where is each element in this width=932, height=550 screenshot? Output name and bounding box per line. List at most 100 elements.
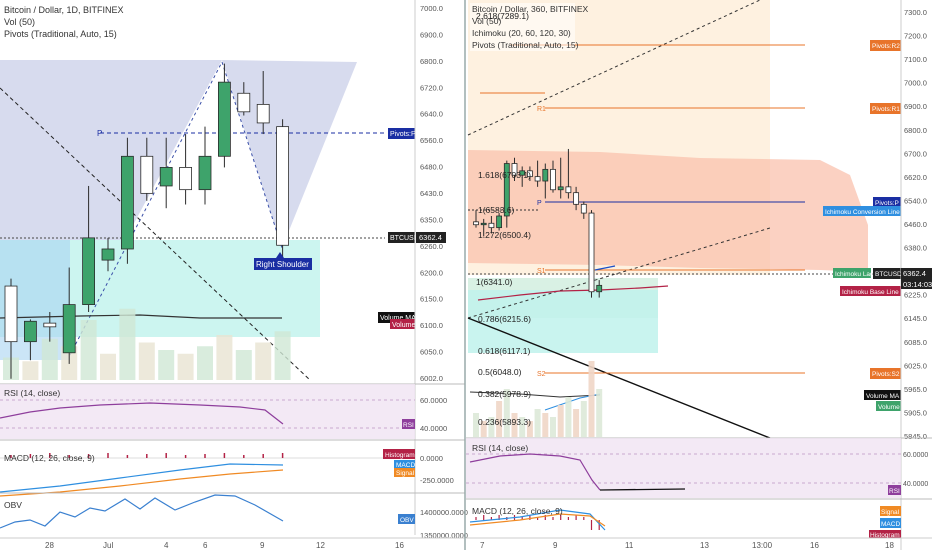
fib-1272: 1.272(6500.4) bbox=[478, 230, 531, 240]
left-price-tick: 6430.0 bbox=[420, 189, 443, 198]
right-time-11: 11 bbox=[625, 541, 634, 550]
candle-up bbox=[557, 186, 564, 191]
left-volume-ma-text: Volume MA bbox=[380, 315, 416, 322]
right-price-axis[interactable]: 7300.0 7200.0 7100.0 7000.0 6900.0 6800.0 6700… bbox=[900, 0, 932, 550]
left-price-tick: 6050.0 bbox=[420, 348, 443, 357]
left-macd-tick-0: 0.0000 bbox=[420, 454, 443, 463]
fib-1-upper: 1(6583.6) bbox=[478, 205, 515, 215]
left-volume-tag bbox=[390, 319, 415, 329]
left-signal-tag-text: Signal bbox=[396, 470, 415, 477]
candle-down bbox=[473, 221, 479, 226]
left-time-16: 16 bbox=[395, 541, 404, 550]
pivot-p-tag-text: Pivots:P bbox=[875, 200, 899, 207]
left-macd-pane[interactable]: MACD (12, 26, close, 9) 0.0000 -250.0000… bbox=[0, 439, 465, 497]
fib-2618: 2.618(7289.1) bbox=[476, 11, 529, 21]
fib-1-lower: 1(6341.0) bbox=[476, 277, 513, 287]
volume-bar bbox=[565, 397, 572, 437]
left-head-edge bbox=[221, 61, 283, 249]
candle-down bbox=[588, 212, 595, 293]
left-time-12: 12 bbox=[316, 541, 325, 550]
right-price-tick: 6540.0 bbox=[904, 196, 927, 205]
right-btc-tag bbox=[873, 268, 901, 279]
volume-bar bbox=[519, 417, 526, 437]
left-signal-tag bbox=[394, 468, 415, 477]
left-time-9: 9 bbox=[260, 541, 265, 550]
left-btc-value: 6362.4 bbox=[419, 233, 442, 242]
right-ichimoku-cloud bbox=[468, 150, 868, 272]
volume-bar bbox=[557, 405, 564, 437]
pivot-s2-tag-text: Pivots:S2 bbox=[872, 371, 900, 378]
left-rsi-tag bbox=[402, 419, 415, 429]
volume-bar bbox=[573, 409, 580, 437]
volume-bar bbox=[511, 413, 518, 437]
left-price-axis[interactable]: 7000.0 6900.0 6800.0 6720.0 6640.0 6560.0 6480… bbox=[414, 0, 465, 535]
left-volume-text: Volume bbox=[392, 322, 415, 329]
left-rsi-title: RSI (14, close) bbox=[4, 388, 60, 398]
right-signal-tag bbox=[880, 506, 901, 516]
left-volume-ma-line bbox=[0, 314, 282, 319]
volume-bar bbox=[473, 413, 479, 437]
left-obv-title: OBV bbox=[4, 500, 22, 510]
right-rsi-pane[interactable]: RSI (14, close) 60.0000 40.0000 RSI bbox=[466, 437, 932, 498]
right-rsi-tick-60: 60.0000 bbox=[903, 452, 928, 459]
left-histogram-tag bbox=[383, 449, 415, 459]
candle-up bbox=[23, 320, 37, 343]
left-shoulder-triangle bbox=[0, 60, 222, 240]
left-pivot-p-tag-text: Pivots:P bbox=[390, 131, 416, 138]
right-volume-tag bbox=[876, 401, 901, 411]
candle-up bbox=[480, 222, 487, 226]
candle-down bbox=[580, 203, 587, 214]
right-price-pane[interactable]: Bitcoin / Dollar, 360, BITFINEX Vol (50)… bbox=[467, 0, 902, 439]
left-btc-tag-text: BTCUSD bbox=[390, 235, 419, 242]
left-chart[interactable]: Bitcoin / Dollar, 1D, BITFINEX Vol (50) … bbox=[0, 0, 468, 550]
candle-up bbox=[62, 304, 76, 354]
left-rsi-pane[interactable]: RSI (14, close) 60.0000 40.0000 RSI bbox=[0, 383, 465, 439]
right-time-axis[interactable]: 7 9 11 13 13:00 16 18 bbox=[466, 537, 932, 550]
right-price-tick: 6620.0 bbox=[904, 173, 927, 182]
volume-bar bbox=[138, 342, 155, 380]
left-obv-tag-text: OBV bbox=[400, 517, 414, 524]
volume-bar bbox=[550, 417, 556, 437]
pivot-p-tag bbox=[873, 197, 901, 208]
candle-up bbox=[496, 215, 503, 229]
candle-up bbox=[217, 81, 231, 157]
right-time-13: 13 bbox=[700, 541, 709, 550]
left-price-tick: 6800.0 bbox=[420, 57, 443, 66]
right-volume-ma-text: Volume MA bbox=[866, 393, 900, 400]
left-time-28: 28 bbox=[45, 541, 54, 550]
left-price-tick: 6100.0 bbox=[420, 321, 443, 330]
candle-down bbox=[573, 192, 579, 205]
left-neckline bbox=[69, 61, 223, 356]
volume-bar bbox=[197, 346, 213, 380]
volume-bar bbox=[80, 320, 97, 380]
pivot-p-letter: P bbox=[537, 200, 542, 207]
pivot-s2-tag bbox=[870, 368, 901, 379]
right-countdown-tag bbox=[901, 279, 932, 289]
candle-down bbox=[511, 163, 518, 176]
right-macd-tag-text: MACD bbox=[881, 521, 900, 528]
right-time-7: 7 bbox=[480, 541, 485, 550]
left-histogram-tag-text: Histogram bbox=[385, 452, 415, 459]
left-macd-tag bbox=[394, 460, 415, 469]
right-chart[interactable]: Bitcoin / Dollar, 360, BITFINEX Vol (50)… bbox=[466, 0, 932, 550]
right-btc-value-tag bbox=[901, 268, 932, 279]
right-price-tick: 6225.0 bbox=[904, 291, 927, 300]
pivot-s2-letter: S2 bbox=[537, 371, 546, 378]
fib-0618: 0.618(6117.1) bbox=[478, 346, 530, 356]
ichimoku-lag-tag bbox=[833, 268, 871, 278]
right-price-tick: 7200.0 bbox=[904, 32, 927, 41]
volume-bar bbox=[235, 350, 252, 380]
pivot-r1-tag bbox=[870, 103, 901, 114]
left-time-axis[interactable]: 28 Jul 4 6 9 12 16 bbox=[0, 537, 465, 550]
right-macd-pane[interactable]: MACD (12, 26, close, 9) Signal MACD Hist… bbox=[466, 498, 932, 539]
left-obv-pane[interactable]: OBV 1400000.0000 1350000.0000 OBV bbox=[0, 492, 468, 540]
fib-1618: 1.618(6703.1) bbox=[478, 170, 531, 180]
left-price-tick: 6200.0 bbox=[420, 268, 443, 277]
right-btc-tag-text: BTCUSD bbox=[875, 271, 902, 278]
right-time-16: 16 bbox=[810, 541, 819, 550]
volume-bar bbox=[496, 401, 503, 437]
right-rsi-title: RSI (14, close) bbox=[472, 443, 528, 453]
right-price-tick: 6085.0 bbox=[904, 338, 927, 347]
left-price-pane[interactable]: Bitcoin / Dollar, 1D, BITFINEX Vol (50) … bbox=[0, 5, 419, 381]
